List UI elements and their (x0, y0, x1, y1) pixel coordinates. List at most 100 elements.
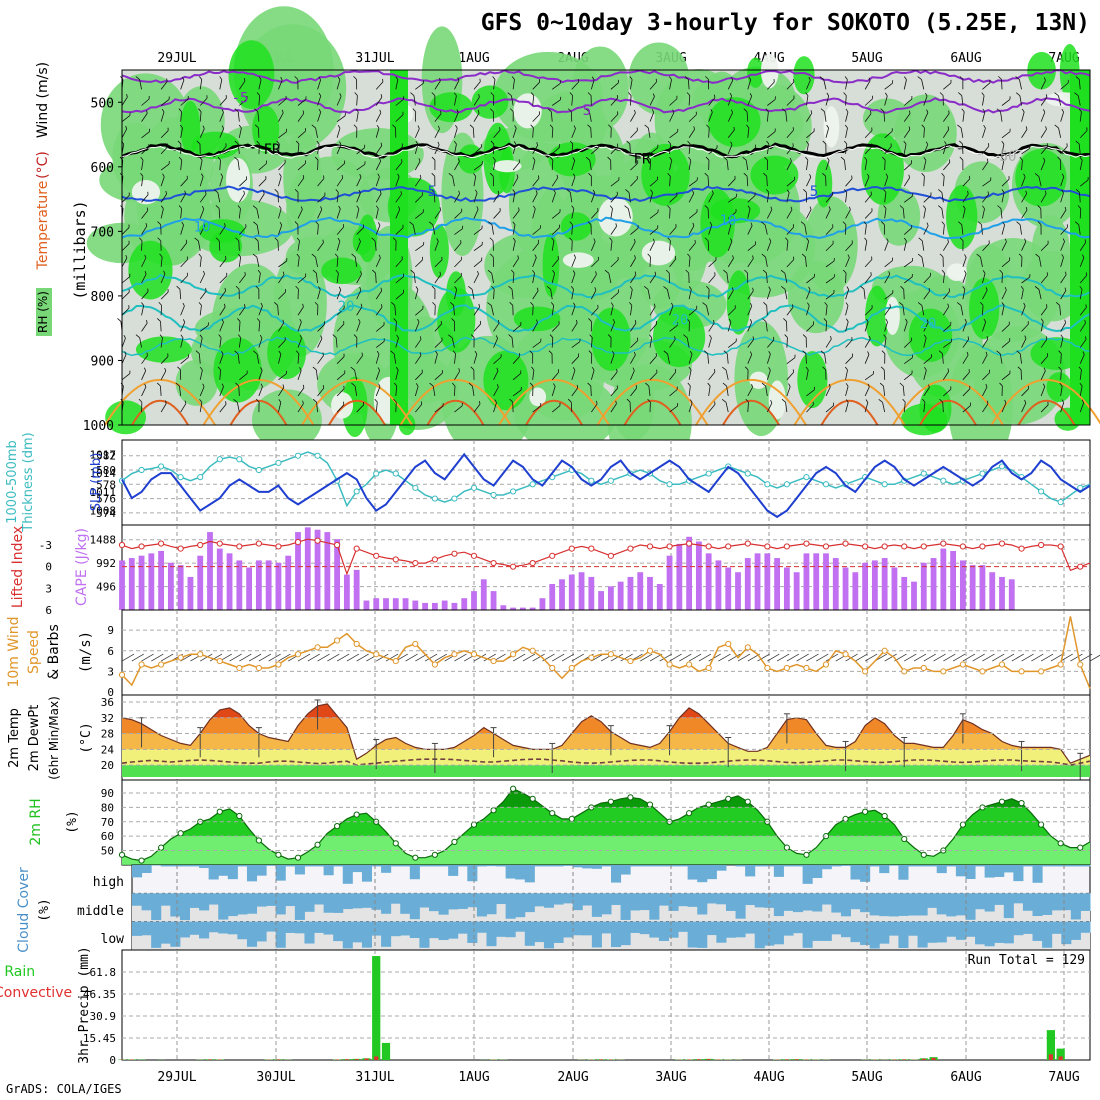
wind-barb (121, 307, 130, 316)
wind-barb (884, 306, 891, 316)
cloud-cover-bar (371, 893, 382, 910)
wind-barb (1000, 208, 1003, 219)
wind-barb (952, 653, 966, 662)
rh-high-region (513, 306, 561, 332)
wind-barb (439, 207, 442, 211)
wind-barb (513, 141, 517, 145)
wind-barb (575, 319, 578, 324)
wind-barb (281, 109, 284, 114)
wind-barb (141, 176, 144, 187)
bottom-date-label: 2AUG (557, 1070, 588, 1085)
cloud-cover-bar (266, 921, 277, 932)
cloud-cover-bar (697, 921, 708, 948)
cloud-cover-bar (275, 921, 286, 948)
pressure-tick-label: 900 (91, 354, 114, 369)
wind-barb (312, 398, 317, 403)
wind-barb (1001, 192, 1005, 203)
cloud-cover-bar (955, 865, 966, 877)
wind-barb (628, 92, 632, 96)
wind-barb (688, 402, 693, 413)
cape-bar (695, 541, 702, 610)
wind-barb (534, 254, 537, 258)
cape-bar (353, 569, 360, 610)
wind-barb (864, 160, 868, 171)
wind-barb (312, 366, 317, 371)
wind-barb (1054, 92, 1059, 97)
wind-barb (1059, 382, 1063, 387)
lifted-index-line-point (158, 540, 165, 547)
wind-barb (802, 334, 807, 338)
wind-barb (923, 225, 929, 235)
rh-high-region (750, 155, 799, 195)
wind-barb (917, 302, 923, 306)
rh2m-line-point (334, 822, 341, 830)
wind-barb (180, 193, 186, 203)
wind-barb (452, 176, 455, 187)
wind-barb (491, 273, 494, 284)
wind-barb (962, 354, 969, 364)
wind-barb (336, 653, 350, 662)
wind-barb (338, 286, 342, 291)
wind-barb (570, 402, 573, 413)
cloud-cover-bar (1003, 865, 1014, 873)
wind-barb (999, 353, 1003, 364)
wind-barb (123, 334, 126, 339)
wind-barb (375, 145, 383, 155)
wind-barb (243, 77, 246, 82)
lifted-index-line-point (646, 543, 654, 550)
wind-barb (512, 258, 519, 268)
cape-bar (373, 598, 380, 610)
cloud-cover-bar (199, 893, 210, 911)
wind-barb (687, 79, 690, 90)
wind-barb (434, 144, 440, 155)
cloud-cover-bar (620, 921, 631, 946)
wind-barb (902, 305, 905, 316)
lifted-index-line-point (294, 539, 302, 546)
rh2m-line-point (627, 794, 634, 801)
cape-bar (637, 572, 644, 610)
wind-barb (332, 334, 337, 338)
wind-barb (201, 205, 205, 210)
cloud-cover-bar (352, 921, 363, 943)
cloud-cover-bar (371, 921, 382, 936)
wind-barb (972, 653, 985, 662)
rh2m-line-point (646, 801, 654, 808)
wind-barb (221, 125, 224, 129)
lifted-index-line-point (998, 540, 1006, 547)
wind-barb (826, 124, 829, 129)
wind-barb (1079, 257, 1085, 268)
wind-barb (727, 241, 733, 251)
cape-bar (295, 532, 301, 610)
wind-barb (512, 653, 526, 662)
rh-mid-region (1022, 251, 1084, 322)
cloud-cover-bar (256, 921, 267, 942)
precip-tick: 61.8 (90, 966, 117, 979)
wind-barb (727, 211, 737, 219)
wind-barb (923, 176, 925, 187)
wind-barb (727, 144, 733, 155)
lifted-index-line-point (1038, 541, 1045, 549)
wind-barb (294, 189, 299, 193)
wind-barb (591, 210, 599, 219)
wind-barb (473, 112, 480, 122)
wind-barb (320, 335, 323, 339)
wind-barb (591, 307, 599, 316)
cloud-cover-bar (428, 921, 440, 939)
wind-barb (431, 172, 436, 177)
precip-tick: 30.9 (90, 1010, 117, 1023)
wind-barb (718, 653, 731, 662)
cloud-cover-bar (256, 893, 267, 907)
cloud-cover-bar (1022, 893, 1034, 911)
wind-barb (784, 273, 788, 284)
wind-barb (532, 114, 540, 122)
wind-barb (529, 350, 533, 354)
wind-barb (219, 112, 224, 122)
wind-barb (414, 144, 419, 155)
wind-barb (726, 386, 729, 397)
cloud-cover-bar (831, 921, 842, 935)
cloud-cover-bar (266, 865, 277, 866)
wind-barb (585, 156, 590, 161)
wind-barb (532, 369, 535, 380)
wind-barb (704, 205, 709, 209)
wind-barb (1058, 350, 1062, 354)
